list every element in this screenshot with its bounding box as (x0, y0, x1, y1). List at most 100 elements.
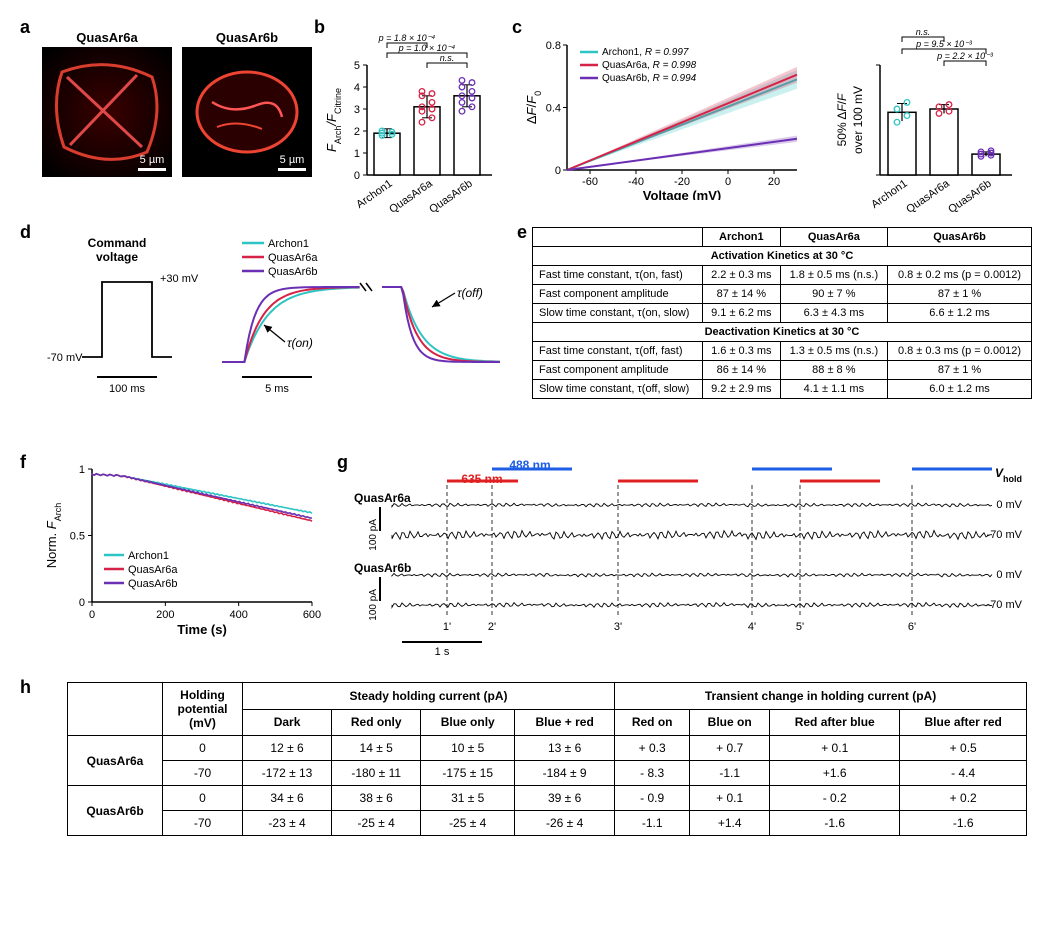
svg-text:voltage: voltage (96, 250, 138, 264)
svg-text:over 100 mV: over 100 mV (851, 86, 865, 154)
panel-f: 0 200 400 600 0 0.5 1 Time (s) Norm. FArch Archon… (42, 457, 322, 637)
svg-text:Archon1: Archon1 (128, 550, 169, 562)
svg-text:QuasAr6a: QuasAr6a (387, 177, 435, 216)
svg-text:Archon1, R = 0.997: Archon1, R = 0.997 (602, 47, 689, 58)
svg-text:5: 5 (354, 60, 360, 72)
svg-text:0.4: 0.4 (546, 103, 561, 115)
svg-text:n.s.: n.s. (440, 53, 455, 63)
svg-text:QuasAr6b: QuasAr6b (268, 266, 318, 278)
svg-text:QuasAr6a: QuasAr6a (354, 491, 411, 505)
svg-text:600: 600 (303, 609, 321, 621)
svg-text:100 pA: 100 pA (368, 589, 379, 621)
svg-text:Command: Command (88, 236, 147, 250)
svg-text:20: 20 (768, 176, 780, 188)
svg-text:Archon1: Archon1 (268, 238, 309, 250)
svg-text:0: 0 (725, 176, 731, 188)
panel-d: Commandvoltage+30 mV-70 mV100 msArchon1Q… (42, 227, 512, 427)
panel-g: 488 nm635 nmVholdQuasAr6aQuasAr6b0 mV-70… (352, 457, 1032, 657)
svg-text:+30 mV: +30 mV (160, 273, 199, 285)
svg-text:2: 2 (354, 126, 360, 138)
svg-text:0: 0 (555, 165, 561, 177)
svg-text:QuasAr6b, R = 0.994: QuasAr6b, R = 0.994 (602, 73, 697, 84)
svg-text:0: 0 (354, 170, 360, 182)
micro-title-6b: QuasAr6b (182, 30, 312, 45)
svg-text:QuasAr6a: QuasAr6a (128, 564, 178, 576)
svg-text:p = 1.0 × 10⁻⁴: p = 1.0 × 10⁻⁴ (398, 43, 456, 53)
panel-a: QuasAr6a 5 µm (42, 30, 312, 177)
row1: a QuasAr6a 5 (12, 12, 1038, 222)
svg-text:p = 9.5 × 10⁻³: p = 9.5 × 10⁻³ (915, 39, 973, 49)
svg-text:4': 4' (748, 621, 756, 633)
label-f: f (20, 452, 26, 473)
svg-text:-70 mV: -70 mV (47, 352, 83, 364)
svg-text:FArch/FCitrine: FArch/FCitrine (324, 88, 343, 152)
row4: h Holdingpotential(mV)Steady holding cur… (12, 677, 1038, 867)
svg-text:-70 mV: -70 mV (987, 529, 1023, 541)
svg-text:635 nm: 635 nm (461, 472, 502, 486)
svg-text:τ(on): τ(on) (287, 336, 313, 350)
label-e: e (517, 222, 527, 243)
svg-text:100 pA: 100 pA (368, 519, 379, 551)
svg-text:0.8: 0.8 (546, 40, 561, 52)
svg-text:QuasAr6b: QuasAr6b (354, 561, 411, 575)
svg-text:τ(off): τ(off) (457, 286, 483, 300)
svg-text:ΔF/F0: ΔF/F0 (524, 91, 543, 124)
svg-text:6': 6' (908, 621, 916, 633)
svg-text:QuasAr6a, R = 0.998: QuasAr6a, R = 0.998 (602, 60, 697, 71)
panel-c-line: -60-40-2002000.40.8Voltage (mV)ΔF/F0Arch… (522, 30, 812, 200)
svg-text:QuasAr6b: QuasAr6b (128, 578, 178, 590)
micro-title-6a: QuasAr6a (42, 30, 172, 45)
svg-text:50% ΔF/F: 50% ΔF/F (835, 93, 849, 146)
svg-text:Time (s): Time (s) (177, 622, 227, 637)
scalebar-6a: 5 µm (138, 155, 166, 171)
svg-text:5': 5' (796, 621, 804, 633)
panel-b: 012345FArch/FCitrineArchon1QuasAr6aQuasA… (322, 30, 502, 220)
panel-c-bar: 50% ΔF/Fover 100 mVArchon1QuasAr6aQuasAr… (832, 30, 1022, 220)
svg-text:QuasAr6b: QuasAr6b (427, 178, 474, 216)
row3: f 0 200 400 600 0 0.5 1 Time (s) Norm. FArch Arch… (12, 452, 1038, 677)
svg-text:-60: -60 (582, 176, 598, 188)
label-h: h (20, 677, 31, 698)
svg-text:QuasAr6b: QuasAr6b (946, 178, 993, 216)
svg-text:1 s: 1 s (435, 646, 450, 657)
label-a: a (20, 17, 30, 38)
svg-text:2': 2' (488, 621, 496, 633)
label-c: c (512, 17, 522, 38)
micrograph-6b-col: QuasAr6b 5 µm (182, 30, 312, 177)
micrograph-quasar6a: 5 µm (42, 47, 172, 177)
svg-text:0 mV: 0 mV (996, 499, 1022, 511)
holding-current-table: Holdingpotential(mV)Steady holding curre… (67, 682, 1027, 836)
svg-text:QuasAr6a: QuasAr6a (268, 252, 318, 264)
row2: d Commandvoltage+30 mV-70 mV100 msArchon… (12, 222, 1038, 452)
svg-text:0 mV: 0 mV (996, 569, 1022, 581)
svg-text:400: 400 (229, 609, 247, 621)
label-g: g (337, 452, 348, 473)
svg-text:1': 1' (443, 621, 451, 633)
label-d: d (20, 222, 31, 243)
svg-text:n.s.: n.s. (916, 30, 931, 37)
svg-text:200: 200 (156, 609, 174, 621)
svg-text:0.5: 0.5 (70, 531, 85, 543)
svg-text:3: 3 (354, 104, 360, 116)
svg-text:3': 3' (614, 621, 622, 633)
scalebar-6b: 5 µm (278, 155, 306, 171)
svg-text:p = 1.8 × 10⁻⁴: p = 1.8 × 10⁻⁴ (378, 33, 436, 43)
svg-text:5 ms: 5 ms (265, 383, 289, 395)
svg-text:0: 0 (89, 609, 95, 621)
svg-text:-40: -40 (628, 176, 644, 188)
svg-text:QuasAr6a: QuasAr6a (904, 177, 952, 216)
figure: a QuasAr6a 5 (12, 12, 1038, 867)
kinetics-table: Archon1QuasAr6aQuasAr6bActivation Kineti… (532, 227, 1032, 399)
svg-text:1: 1 (79, 464, 85, 476)
svg-text:Norm. FArch: Norm. FArch (44, 503, 63, 568)
svg-text:Voltage (mV): Voltage (mV) (643, 188, 722, 200)
svg-text:Vhold: Vhold (995, 466, 1022, 484)
svg-text:4: 4 (354, 82, 360, 94)
svg-text:1: 1 (354, 148, 360, 160)
panel-e: Archon1QuasAr6aQuasAr6bActivation Kineti… (532, 227, 1032, 399)
micrograph-6a-col: QuasAr6a 5 µm (42, 30, 172, 177)
panel-h: Holdingpotential(mV)Steady holding curre… (67, 682, 1027, 836)
svg-text:-70 mV: -70 mV (987, 599, 1023, 611)
svg-text:0: 0 (79, 597, 85, 609)
micrograph-quasar6b: 5 µm (182, 47, 312, 177)
